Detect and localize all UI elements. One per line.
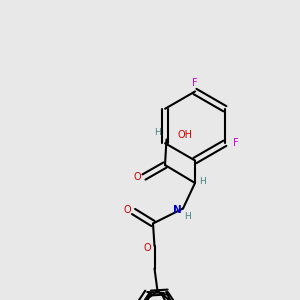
Text: H: H bbox=[199, 177, 206, 186]
Text: H: H bbox=[154, 128, 160, 136]
Text: O: O bbox=[123, 205, 131, 215]
Text: F: F bbox=[232, 138, 238, 148]
Text: F: F bbox=[192, 77, 198, 88]
Text: H: H bbox=[184, 212, 191, 220]
Text: N: N bbox=[173, 205, 182, 215]
Text: OH: OH bbox=[177, 130, 192, 140]
Text: O: O bbox=[134, 172, 141, 182]
Text: O: O bbox=[143, 242, 151, 253]
